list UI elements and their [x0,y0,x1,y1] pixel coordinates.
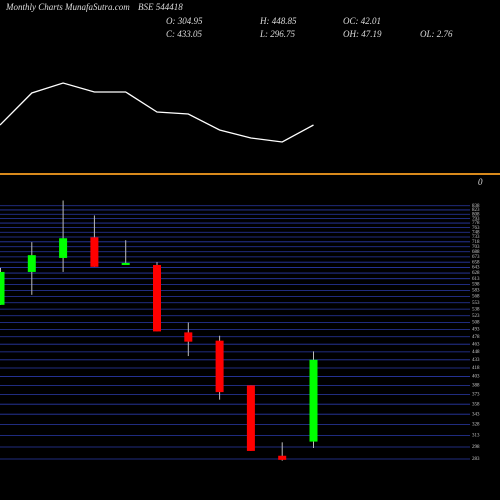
y-tick-label: 493 [472,328,480,333]
stat: L: 296.75 [259,29,296,39]
y-tick-label: 433 [472,358,480,363]
y-tick-label: 808 [472,212,480,217]
candle-body [153,265,161,332]
symbol: BSE 544418 [138,2,183,12]
stat: C: 433.05 [166,29,203,39]
y-tick-label: 688 [472,250,480,255]
y-tick-label: 298 [472,445,480,450]
y-tick-label: 478 [472,335,480,340]
y-tick-label: 823 [472,208,480,213]
y-tick-label: 643 [472,266,480,271]
y-tick-label: 448 [472,350,480,355]
y-tick-label: 778 [472,221,480,226]
chart-label: Monthly Charts [5,2,63,12]
y-tick-label: 388 [472,384,480,389]
y-tick-label: 283 [472,457,480,462]
candle-body [0,271,5,305]
y-tick-label: 613 [472,277,480,282]
candle-body [184,332,193,342]
y-tick-label: 838 [472,204,480,209]
site-name: MunafaSutra.com [64,2,130,12]
candle-body [215,340,224,393]
y-tick-label: 508 [472,321,480,326]
y-tick-label: 403 [472,375,480,380]
y-tick-label: 358 [472,402,480,407]
y-tick-label: 598 [472,283,480,288]
stat: OH: 47.19 [343,29,382,39]
candle-body [59,238,68,258]
stat: OC: 42.01 [343,16,381,26]
y-tick-label: 718 [472,240,480,245]
candle-body [90,237,99,267]
y-tick-label: 568 [472,295,480,300]
y-tick-label: 538 [472,307,480,312]
candle-body [246,385,255,451]
y-tick-label: 583 [472,289,480,294]
candle-body [27,255,36,272]
stat: O: 304.95 [166,16,203,26]
y-tick-label: 763 [472,226,480,231]
axis-note: 0 [478,177,483,187]
candle-body [121,262,130,266]
y-tick-label: 673 [472,255,480,260]
y-tick-label: 328 [472,423,480,428]
y-tick-label: 793 [472,217,480,222]
y-tick-label: 418 [472,366,480,371]
y-tick-label: 733 [472,235,480,240]
y-tick-label: 658 [472,260,480,265]
y-tick-label: 628 [472,271,480,276]
candle-body [309,359,318,442]
candle-body [278,455,287,460]
y-tick-label: 463 [472,342,480,347]
y-tick-label: 703 [472,245,480,250]
stat: H: 448.85 [259,16,297,26]
y-tick-label: 523 [472,314,480,319]
y-tick-label: 343 [472,412,480,417]
indicator-line [0,82,314,143]
y-tick-label: 313 [472,434,480,439]
stat: OL: 2.76 [420,29,453,39]
y-tick-label: 748 [472,230,480,235]
y-tick-label: 553 [472,301,480,306]
y-tick-label: 373 [472,393,480,398]
